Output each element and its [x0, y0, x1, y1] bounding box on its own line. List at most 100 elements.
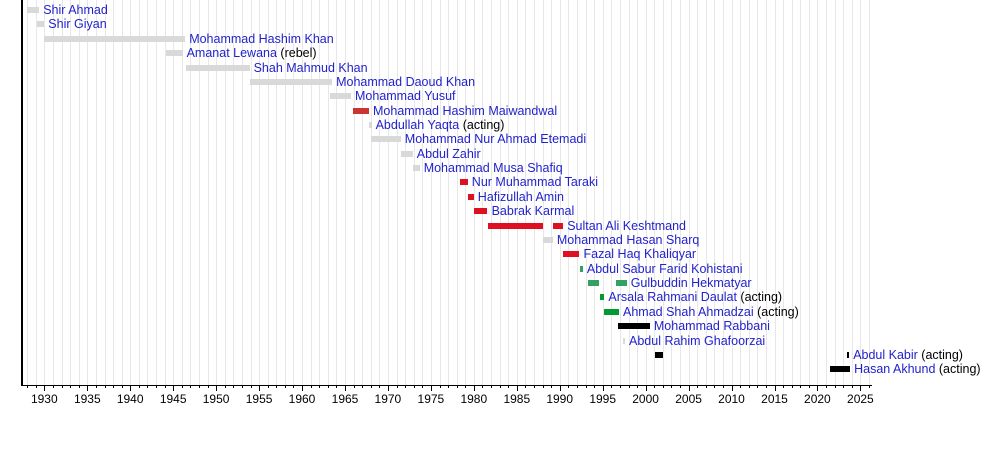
person-label: Mohammad Musa Shafiq [424, 161, 563, 175]
year-gridline [353, 0, 355, 385]
person-name-link[interactable]: Shah Mahmud Khan [253, 60, 368, 75]
person-name-link[interactable]: Abdul Sabur Farid Kohistani [586, 261, 743, 276]
person-name-link[interactable]: Gulbuddin Hekmatyar [630, 276, 752, 290]
year-gridline [284, 0, 286, 385]
year-gridline [164, 0, 166, 385]
person-name-link[interactable]: Abdullah Yaqta [375, 118, 460, 132]
axis-minor-tick [113, 385, 115, 388]
person-name-link[interactable]: Mohammad Hasan Sharq [556, 232, 700, 247]
year-gridline [310, 0, 312, 385]
axis-minor-tick [422, 385, 424, 388]
person-name-link[interactable]: Abdul Zahir [416, 146, 481, 161]
person-name-link[interactable]: Mohammad Nur Ahmad Etemadi [404, 132, 587, 147]
year-gridline [611, 0, 613, 385]
axis-minor-tick [164, 385, 166, 388]
axis-major-tick [302, 385, 303, 391]
year-gridline [207, 0, 209, 385]
person-name-link[interactable]: Hasan Akhund [854, 362, 936, 377]
axis-minor-tick [465, 385, 467, 388]
year-gridline [319, 0, 321, 385]
year-gridline [765, 0, 767, 385]
axis-tick-label: 2005 [675, 392, 702, 406]
person-label: Arsala Rahmani Daulat (acting) [608, 290, 782, 304]
axis-minor-tick [276, 385, 278, 388]
year-gridline [697, 0, 699, 385]
person-name-link[interactable]: Babrak Karmal [491, 204, 575, 219]
person-name-link[interactable]: Mohammad Rabbani [653, 319, 770, 334]
axis-major-tick [731, 385, 733, 391]
person-name-link[interactable]: Nur Muhammad Taraki [471, 175, 598, 190]
axis-major-tick [345, 385, 346, 391]
timeline-bar [352, 107, 369, 114]
axis-minor-tick [310, 385, 312, 388]
axis-minor-tick [585, 385, 587, 388]
axis-minor-tick [826, 385, 827, 388]
person-label: Abdul Rahim Ghafoorzai [629, 334, 765, 348]
person-name-link[interactable]: Mohammad Hashim Khan [189, 31, 334, 46]
x-axis-line [21, 385, 872, 386]
year-gridline [731, 0, 733, 385]
axis-major-tick [516, 385, 518, 391]
axis-minor-tick [396, 385, 398, 388]
person-name-link[interactable]: Fazal Haq Khaliqyar [583, 247, 697, 262]
year-gridline [645, 0, 647, 385]
person-name-link[interactable]: Mohammad Daoud Khan [336, 74, 476, 89]
person-name-link[interactable]: Arsala Rahmani Daulat [608, 290, 737, 305]
year-gridline [542, 0, 544, 385]
axis-minor-tick [104, 385, 106, 388]
year-gridline [808, 0, 810, 385]
axis-minor-tick [456, 385, 458, 388]
person-name-link[interactable]: Mohammad Hashim Maiwandwal [373, 103, 558, 118]
axis-tick-label: 2015 [761, 392, 788, 406]
year-gridline [508, 0, 510, 385]
timeline-bar [655, 351, 663, 358]
axis-minor-tick [267, 385, 269, 388]
year-gridline [241, 0, 243, 385]
year-gridline [680, 0, 681, 385]
person-label: Gulbuddin Hekmatyar [631, 276, 752, 290]
axis-minor-tick [336, 385, 338, 388]
timeline-bar [467, 193, 474, 200]
year-gridline [800, 0, 802, 385]
year-gridline [826, 0, 827, 385]
person-name-link[interactable]: Mohammad Yusuf [355, 89, 456, 104]
person-name-link[interactable]: Sultan Ali Keshtmand [567, 218, 687, 233]
year-gridline [619, 0, 621, 385]
axis-minor-tick [740, 385, 742, 388]
person-name-link[interactable]: Amanat Lewana [186, 46, 277, 61]
person-label: Abdullah Yaqta (acting) [376, 118, 505, 132]
axis-minor-tick [654, 385, 656, 388]
year-gridline [61, 0, 63, 385]
person-name-link[interactable]: Hafizullah Amin [477, 189, 564, 204]
person-name-link[interactable]: Shir Giyan [48, 17, 107, 32]
year-gridline [740, 0, 742, 385]
year-gridline [817, 0, 819, 385]
year-gridline [78, 0, 80, 385]
year-gridline [448, 0, 450, 385]
person-name-link[interactable]: Abdul Kabir [853, 347, 918, 362]
person-name-link[interactable]: Ahmad Shah Ahmadzai [623, 304, 754, 319]
person-name-link[interactable]: Mohammad Musa Shafiq [423, 161, 563, 176]
timeline-bar [543, 236, 553, 243]
year-gridline [216, 0, 218, 385]
year-gridline [156, 0, 157, 385]
axis-tick-label: 2020 [804, 392, 831, 406]
year-gridline [714, 0, 716, 385]
axis-minor-tick [628, 385, 630, 388]
timeline-bar [604, 308, 619, 315]
person-suffix: (acting) [753, 304, 799, 319]
person-label: Hasan Akhund (acting) [854, 362, 980, 376]
year-gridline [594, 0, 596, 385]
timeline-bar [487, 222, 544, 229]
year-gridline [465, 0, 467, 385]
axis-major-tick [87, 385, 89, 391]
year-gridline [413, 0, 415, 385]
year-gridline [851, 0, 853, 385]
year-gridline [199, 0, 200, 385]
person-name-link[interactable]: Shir Ahmad [43, 3, 108, 17]
axis-tick-label: 1965 [331, 392, 359, 406]
person-suffix: (acting) [459, 118, 505, 132]
year-gridline [370, 0, 372, 385]
person-name-link[interactable]: Abdul Rahim Ghafoorzai [629, 333, 766, 348]
year-gridline [396, 0, 398, 385]
